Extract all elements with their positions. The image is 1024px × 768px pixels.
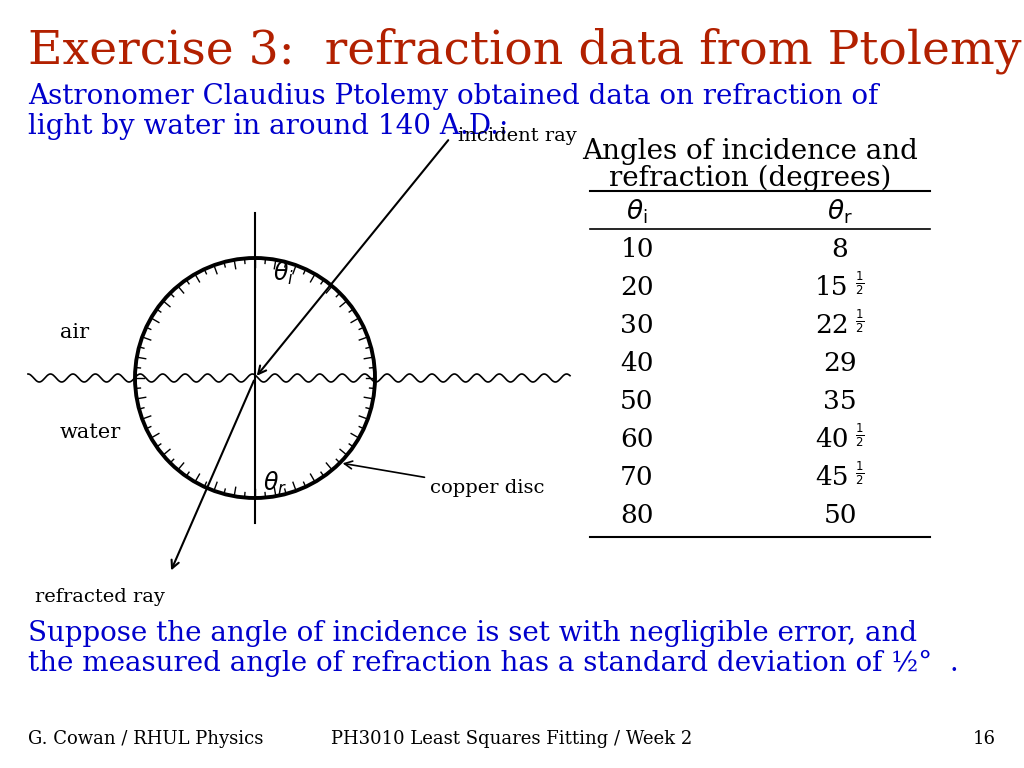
Text: 70: 70: [621, 465, 653, 491]
Text: PH3010 Least Squares Fitting / Week 2: PH3010 Least Squares Fitting / Week 2: [332, 730, 692, 748]
Text: 8: 8: [831, 237, 848, 263]
Text: air: air: [60, 323, 89, 343]
Text: 40: 40: [621, 352, 653, 376]
Text: Astronomer Claudius Ptolemy obtained data on refraction of: Astronomer Claudius Ptolemy obtained dat…: [28, 83, 879, 110]
Text: copper disc: copper disc: [344, 461, 545, 497]
Text: 16: 16: [973, 730, 996, 748]
Text: 22: 22: [815, 313, 849, 339]
Text: $\theta_r$: $\theta_r$: [263, 469, 287, 497]
Text: 10: 10: [621, 237, 653, 263]
Text: $\theta_\mathrm{i}$: $\theta_\mathrm{i}$: [627, 197, 648, 226]
Text: 40: 40: [815, 428, 849, 452]
Text: 20: 20: [621, 276, 653, 300]
Text: 30: 30: [621, 313, 653, 339]
Text: 50: 50: [621, 389, 653, 415]
Text: $\frac{1}{2}$: $\frac{1}{2}$: [855, 270, 864, 296]
Text: incident ray: incident ray: [458, 127, 577, 145]
Text: 15: 15: [815, 276, 849, 300]
Text: the measured angle of refraction has a standard deviation of ½°  .: the measured angle of refraction has a s…: [28, 650, 958, 677]
Text: 80: 80: [621, 503, 653, 528]
Text: $\theta_\mathrm{r}$: $\theta_\mathrm{r}$: [827, 197, 853, 226]
Text: 50: 50: [823, 503, 857, 528]
Text: 45: 45: [815, 465, 849, 491]
Text: $\frac{1}{2}$: $\frac{1}{2}$: [855, 307, 864, 335]
Text: 29: 29: [823, 352, 857, 376]
Text: $\theta_i$: $\theta_i$: [273, 260, 294, 286]
Text: G. Cowan / RHUL Physics: G. Cowan / RHUL Physics: [28, 730, 263, 748]
Text: Suppose the angle of incidence is set with negligible error, and: Suppose the angle of incidence is set wi…: [28, 620, 918, 647]
Text: 35: 35: [823, 389, 857, 415]
Text: water: water: [60, 423, 121, 442]
Text: Angles of incidence and: Angles of incidence and: [582, 138, 918, 165]
Text: Exercise 3:  refraction data from Ptolemy: Exercise 3: refraction data from Ptolemy: [28, 28, 1022, 74]
Text: light by water in around 140 A.D.:: light by water in around 140 A.D.:: [28, 113, 508, 140]
Text: refracted ray: refracted ray: [35, 588, 165, 606]
Text: 60: 60: [621, 428, 653, 452]
Text: refraction (degrees): refraction (degrees): [609, 165, 891, 192]
Text: $\frac{1}{2}$: $\frac{1}{2}$: [855, 421, 864, 449]
Text: $\frac{1}{2}$: $\frac{1}{2}$: [855, 459, 864, 487]
